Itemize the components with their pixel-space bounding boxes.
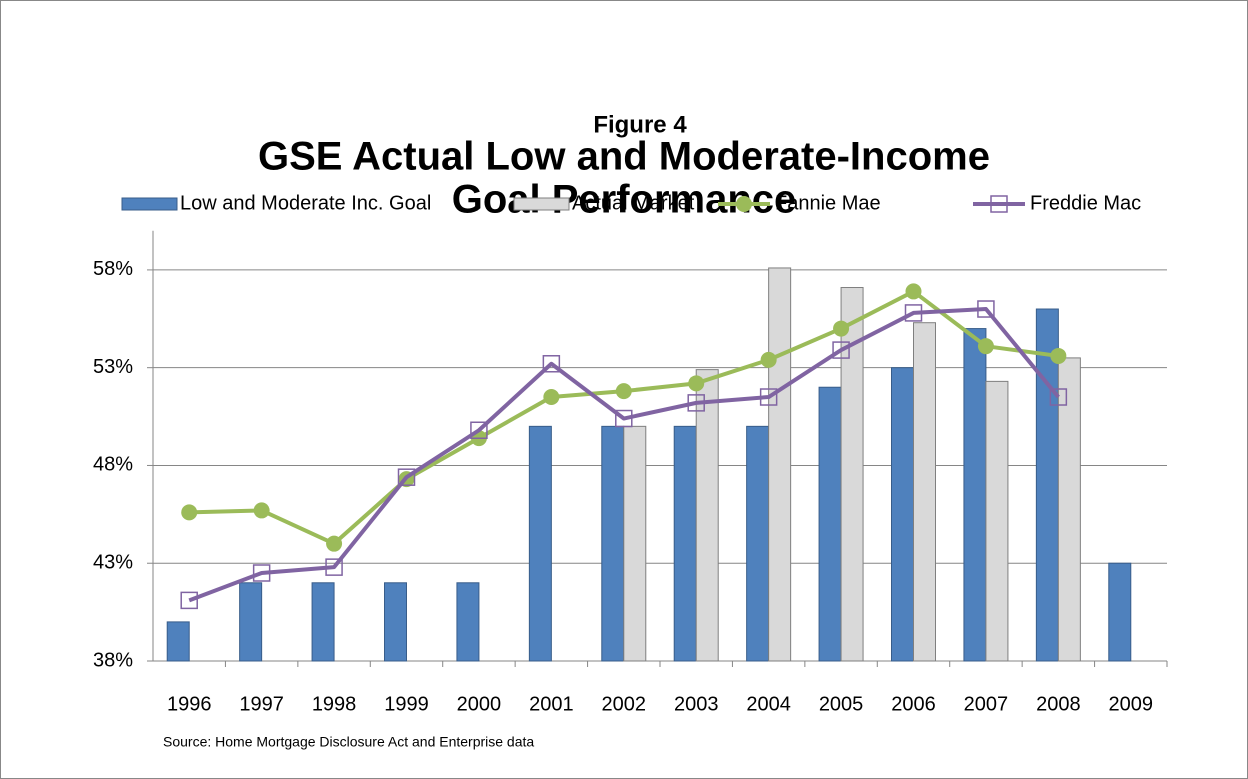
- source-note: Source: Home Mortgage Disclosure Act and…: [163, 734, 534, 750]
- bar: [456, 582, 480, 662]
- x-tick-label: 1996: [167, 693, 212, 715]
- series-marker: [1049, 388, 1068, 406]
- series-marker: [252, 564, 271, 582]
- figure-label: Figure 4: [593, 111, 687, 138]
- y-tick-label: 43%: [93, 552, 133, 574]
- x-tick-label: 1998: [312, 693, 357, 715]
- y-tick-label: 38%: [93, 649, 133, 671]
- legend-marker: [736, 196, 752, 212]
- legend-label: Low and Moderate Inc. Goal: [180, 192, 431, 214]
- series-marker: [688, 375, 705, 392]
- bar: [311, 582, 335, 662]
- series-marker: [253, 502, 270, 519]
- bar: [166, 621, 190, 662]
- y-tick-label: 58%: [93, 258, 133, 280]
- x-tick-label: 2007: [964, 693, 1009, 715]
- x-tick-label: 2006: [891, 693, 936, 715]
- chart-title: GSE Actual Low and Moderate-Income: [258, 135, 990, 179]
- series-marker: [397, 468, 416, 486]
- bar: [891, 367, 914, 662]
- series-marker: [832, 341, 850, 359]
- legend-swatch: [121, 197, 178, 211]
- legend-swatch: [513, 197, 570, 211]
- series-marker: [326, 535, 343, 552]
- series-marker: [180, 591, 198, 610]
- x-tick-label: 2003: [674, 693, 719, 715]
- x-tick-label: 1997: [239, 693, 284, 715]
- bar: [985, 380, 1009, 662]
- x-tick-label: 2008: [1036, 693, 1081, 715]
- x-tick-label: 2004: [746, 693, 791, 715]
- bar: [239, 582, 263, 662]
- x-tick-label: 2005: [819, 693, 864, 715]
- series-marker: [759, 388, 778, 406]
- bar: [818, 386, 842, 662]
- bar: [913, 322, 936, 662]
- series-marker: [977, 300, 995, 318]
- series-marker: [325, 558, 343, 576]
- x-tick-label: 2001: [529, 693, 574, 715]
- bar: [528, 425, 552, 662]
- x-tick-label: 1999: [384, 693, 429, 715]
- x-tick-label: 2002: [602, 693, 647, 715]
- series-line: [188, 307, 1060, 603]
- bar: [623, 425, 647, 662]
- series-marker: [181, 504, 198, 521]
- y-tick-label: 53%: [93, 356, 133, 378]
- legend-label: Freddie Mac: [1030, 192, 1141, 214]
- series-marker: [760, 351, 777, 368]
- bar: [963, 328, 987, 662]
- series-marker: [1050, 347, 1067, 364]
- x-tick-label: 2009: [1109, 693, 1154, 715]
- bar: [1057, 357, 1081, 662]
- y-tick-label: 48%: [93, 454, 133, 476]
- bar: [673, 425, 697, 662]
- series-marker: [615, 409, 633, 428]
- bar: [1108, 562, 1132, 662]
- legend-label: Actual Market: [572, 192, 695, 214]
- legend-label: Fannie Mae: [775, 192, 881, 214]
- series-marker: [542, 355, 561, 373]
- bar: [840, 287, 864, 662]
- x-tick-label: 2000: [457, 693, 502, 715]
- bar: [601, 425, 625, 662]
- legend-marker: [990, 195, 1008, 213]
- series-marker: [687, 394, 705, 412]
- series-marker: [470, 421, 488, 440]
- bar: [768, 267, 792, 662]
- series-marker: [543, 389, 560, 406]
- series-marker: [904, 304, 923, 322]
- series-marker: [977, 338, 994, 355]
- bar: [384, 582, 407, 662]
- bar: [746, 425, 770, 662]
- series-marker: [905, 283, 922, 300]
- series-marker: [833, 320, 850, 337]
- series-marker: [615, 383, 632, 400]
- bar: [695, 369, 719, 662]
